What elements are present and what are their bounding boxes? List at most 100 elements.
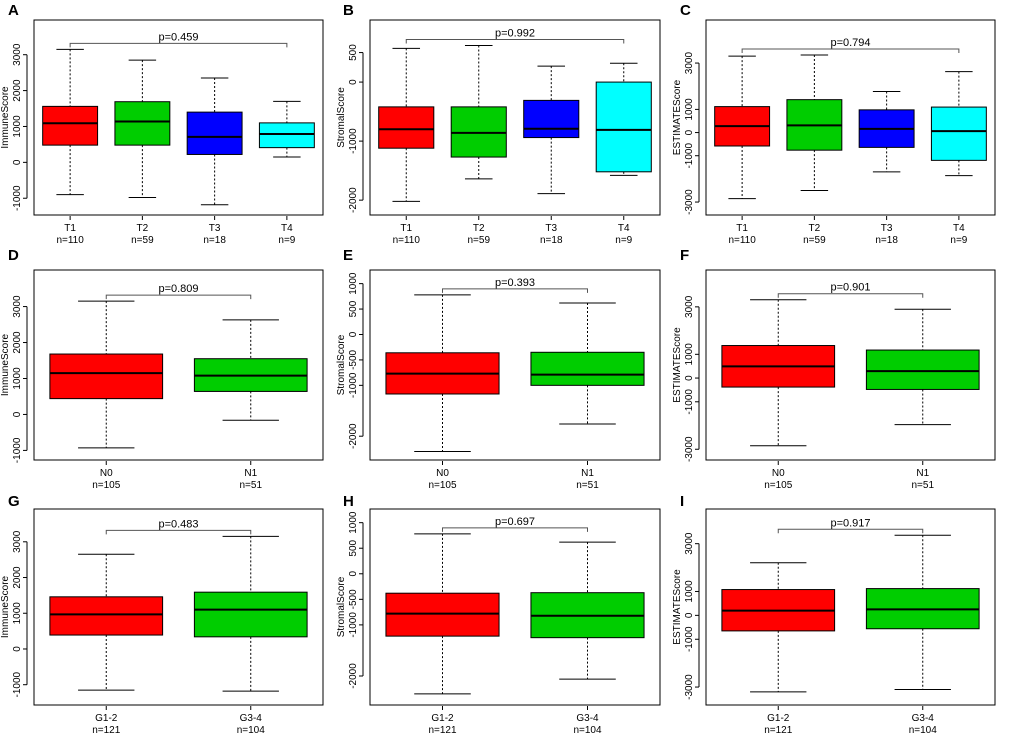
y-tick-label: 0	[12, 159, 23, 165]
box-iqr	[595, 81, 652, 173]
y-axis-title: StromalScore	[336, 334, 347, 395]
category-label: T3	[209, 223, 221, 234]
box-n1: N1n=51	[865, 308, 980, 491]
y-tick-label: 1000	[348, 272, 359, 295]
box-n1: N1n=51	[193, 319, 308, 491]
y-tick-label: -500	[348, 589, 359, 609]
sample-size-label: n=51	[576, 480, 599, 491]
y-tick-label: 0	[12, 646, 23, 652]
y-axis-title: StromalScore	[336, 576, 347, 637]
box-iqr	[42, 105, 99, 146]
box-iqr	[930, 106, 987, 161]
y-tick-label: 0	[12, 411, 23, 417]
sample-size-label: n=18	[203, 235, 226, 246]
significance-bracket	[105, 529, 252, 535]
y-tick-label: 3000	[12, 530, 23, 553]
sample-size-label: n=9	[950, 235, 967, 246]
panel-letter: F	[680, 247, 689, 264]
category-label: T4	[618, 223, 630, 234]
box-n1: N1n=51	[530, 302, 645, 491]
box-n0: N0n=105	[721, 299, 836, 491]
box-t4: T4n=9	[595, 62, 652, 246]
category-label: G1-2	[95, 713, 118, 724]
sample-size-label: n=121	[764, 725, 793, 736]
box-t4: T4n=9	[258, 100, 315, 246]
category-label: G1-2	[767, 713, 790, 724]
category-label: N1	[244, 468, 257, 479]
plot-frame	[369, 508, 661, 706]
category-label: N1	[581, 468, 594, 479]
plot-frame	[33, 508, 324, 706]
sample-size-label: n=59	[803, 235, 826, 246]
p-value-label: p=0.393	[495, 277, 535, 289]
box-n0: N0n=105	[385, 294, 500, 491]
plot-frame	[33, 19, 324, 216]
sample-size-label: n=9	[278, 235, 295, 246]
plot-frame	[705, 269, 996, 461]
y-tick-label: 500	[348, 44, 359, 61]
y-tick-label: 0	[348, 79, 359, 85]
significance-bracket	[442, 527, 588, 532]
significance-bracket	[69, 42, 288, 48]
category-label: T4	[953, 223, 965, 234]
panel-e: E -2000 -1000 -500 0 500 1000 StromalScore N0n=1…	[336, 247, 661, 491]
panel-letter: G	[8, 493, 20, 510]
plot-frame	[369, 269, 661, 461]
box-t1: T1n=110	[378, 47, 435, 246]
y-tick-label: -1000	[684, 389, 695, 415]
p-value-label: p=0.794	[830, 37, 870, 49]
box-iqr	[49, 596, 164, 636]
y-tick-label: 2000	[12, 331, 23, 354]
plot-frame	[33, 269, 324, 461]
significance-bracket	[442, 288, 588, 293]
y-tick-label: 3000	[12, 43, 23, 66]
sample-size-label: n=105	[764, 480, 793, 491]
y-tick-label: 500	[348, 300, 359, 317]
p-value-label: p=0.901	[830, 282, 870, 294]
box-t2: T2n=59	[114, 59, 171, 246]
y-tick-label: 0	[684, 612, 695, 618]
y-tick-label: 0	[684, 129, 695, 135]
box-iqr	[523, 99, 580, 139]
box-iqr	[378, 106, 435, 149]
y-tick-label: -1000	[348, 128, 359, 154]
y-tick-label: 3000	[12, 295, 23, 318]
box-iqr	[385, 592, 500, 637]
box-iqr	[186, 111, 243, 155]
y-tick-label: 0	[348, 571, 359, 577]
box-iqr	[114, 101, 171, 146]
y-axis-title: ImmuneScore	[0, 333, 11, 396]
sample-size-label: n=110	[728, 235, 756, 246]
y-tick-label: -1000	[348, 612, 359, 638]
plot-frame	[705, 508, 996, 706]
y-tick-label: -1000	[684, 142, 695, 168]
box-iqr	[49, 353, 164, 400]
sample-size-label: n=104	[237, 725, 266, 736]
y-tick-label: -1000	[348, 372, 359, 398]
panel-letter: E	[343, 247, 353, 264]
category-label: G3-4	[912, 713, 935, 724]
box-t1: T1n=110	[714, 55, 771, 246]
box-g1-2: G1-2n=121	[385, 533, 500, 736]
sample-size-label: n=104	[909, 725, 938, 736]
panel-a: A-10000100020003000ImmuneScoreT1n=110T2n…	[0, 2, 324, 246]
sample-size-label: n=18	[875, 235, 898, 246]
y-tick-label: -3000	[684, 436, 695, 462]
category-label: T2	[137, 223, 149, 234]
category-label: G3-4	[240, 713, 263, 724]
y-tick-label: 0	[348, 331, 359, 337]
y-tick-label: 1000	[684, 343, 695, 366]
panel-letter: D	[8, 247, 19, 264]
panel-letter: A	[8, 2, 19, 19]
sample-size-label: n=105	[428, 480, 457, 491]
y-tick-label: 1000	[684, 98, 695, 121]
panel-i: I-3000-1000010003000ESTIMATEScoreG1-2n=1…	[672, 493, 996, 736]
sample-size-label: n=121	[428, 725, 457, 736]
sample-size-label: n=104	[573, 725, 602, 736]
category-label: T2	[809, 223, 821, 234]
y-axis-title: ESTIMATEScore	[672, 327, 683, 403]
y-tick-label: 2000	[12, 566, 23, 589]
y-tick-label: -1000	[12, 185, 23, 211]
box-g1-2: G1-2n=121	[49, 553, 164, 736]
category-label: T4	[281, 223, 293, 234]
